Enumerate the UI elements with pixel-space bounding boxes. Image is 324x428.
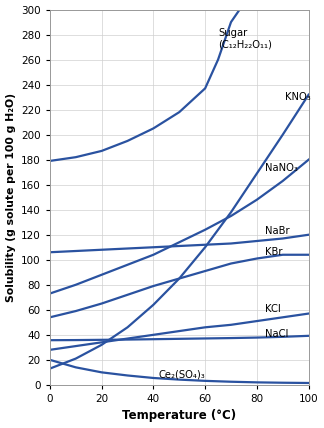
Y-axis label: Solubility (g solute per 100 g H₂O): Solubility (g solute per 100 g H₂O) — [6, 93, 16, 302]
Text: Ce₂(SO₄)₃: Ce₂(SO₄)₃ — [158, 370, 205, 380]
Text: NaCl: NaCl — [265, 329, 288, 339]
Text: KCl: KCl — [265, 303, 280, 314]
Text: Sugar
(C₁₂H₂₂O₁₁): Sugar (C₁₂H₂₂O₁₁) — [218, 28, 272, 50]
Text: KNO₃: KNO₃ — [285, 92, 311, 102]
Text: NaNO₃: NaNO₃ — [265, 163, 297, 173]
Text: KBr: KBr — [265, 247, 282, 257]
Text: NaBr: NaBr — [265, 226, 289, 236]
X-axis label: Temperature (°C): Temperature (°C) — [122, 410, 236, 422]
